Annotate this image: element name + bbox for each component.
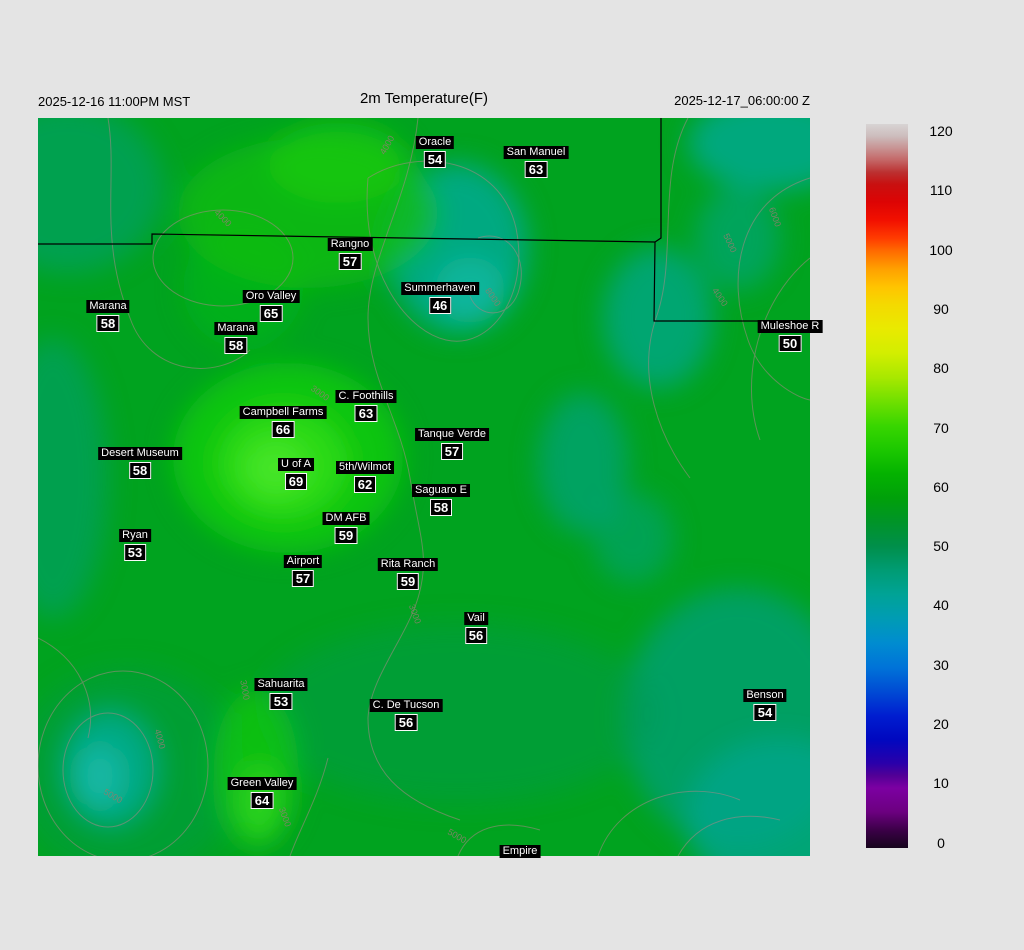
station-temperature-value: 56 <box>394 714 418 731</box>
station-label: Marana 58 <box>214 322 258 354</box>
station-name: Oracle <box>415 136 455 149</box>
colorbar-tick-label: 70 <box>933 419 949 436</box>
station-label: Sahuarita 53 <box>254 678 308 710</box>
colorbar-tick-label: 100 <box>929 241 953 258</box>
station-label: Marana 58 <box>86 300 130 332</box>
colorbar-tick-label: 40 <box>933 597 949 614</box>
colorbar-gradient <box>866 124 908 848</box>
station-name: Summerhaven <box>401 282 479 295</box>
station-temperature-value: 46 <box>428 297 452 314</box>
station-temperature-value: 59 <box>334 527 358 544</box>
colorbar-tick-label: 10 <box>933 775 949 792</box>
colorbar-tick-label: 60 <box>933 478 949 495</box>
station-temperature-value: 62 <box>353 476 377 493</box>
station-label: Vail 56 <box>464 612 488 644</box>
station-name: Muleshoe R <box>757 320 823 333</box>
station-name: C. Foothills <box>335 390 397 403</box>
station-name: Empire <box>499 845 541 858</box>
station-name: Saguaro E <box>412 484 470 497</box>
station-name: Marana <box>214 322 258 335</box>
colorbar-tick-label: 120 <box>929 123 953 139</box>
page-title: 2m Temperature(F) <box>359 90 489 107</box>
station-temperature-value: 65 <box>259 305 283 322</box>
station-name: Marana <box>86 300 130 313</box>
station-label: Campbell Farms 66 <box>239 406 327 438</box>
station-name: DM AFB <box>322 512 370 525</box>
station-temperature-value: 66 <box>271 421 295 438</box>
station-temperature-value: 58 <box>128 462 152 479</box>
station-temperature-value: 58 <box>429 499 453 516</box>
colorbar-tick-label: 80 <box>933 360 949 377</box>
station-temperature-value: 64 <box>250 792 274 809</box>
station-label: U of A 69 <box>278 458 314 490</box>
station-name: Airport <box>283 555 323 568</box>
station-temperature-value: 56 <box>464 627 488 644</box>
station-temperature-value: 63 <box>354 405 378 422</box>
station-label: Empire <box>499 845 541 858</box>
station-label: Tanque Verde 57 <box>415 428 489 460</box>
station-temperature-value: 53 <box>269 693 293 710</box>
station-temperature-value: 54 <box>423 151 447 168</box>
station-label: Desert Museum 58 <box>98 447 182 479</box>
station-label: Oracle 54 <box>415 136 455 168</box>
temperature-map: 4000 4000 8000 6000 5000 4000 3000 3000 3000 4000… <box>38 118 823 858</box>
station-label: Oro Valley 65 <box>242 290 300 322</box>
colorbar-tick-label: 110 <box>929 182 953 199</box>
station-label: Airport 57 <box>283 555 323 587</box>
station-name: Ryan <box>119 529 151 542</box>
colorbar-tick-label: 0 <box>937 834 945 851</box>
station-temperature-value: 57 <box>440 443 464 460</box>
station-label: Rangno 57 <box>327 238 373 270</box>
station-temperature-value: 58 <box>96 315 120 332</box>
station-label: Muleshoe R 50 <box>757 320 823 352</box>
station-name: U of A <box>278 458 314 471</box>
timestamp-local: 2025-12-16 11:00PM MST <box>38 94 191 109</box>
station-label: C. De Tucson 56 <box>369 699 443 731</box>
station-name: Rita Ranch <box>377 558 439 571</box>
temperature-colorbar: 120 110 100 90 80 70 60 50 40 30 20 10 0 <box>866 123 953 851</box>
station-name: Desert Museum <box>98 447 182 460</box>
colorbar-tick-label: 90 <box>933 300 949 317</box>
station-label: San Manuel 63 <box>503 146 569 178</box>
station-name: Oro Valley <box>242 290 300 303</box>
colorbar-tick-label: 30 <box>933 656 949 673</box>
station-label: Rita Ranch 59 <box>377 558 439 590</box>
station-temperature-value: 59 <box>396 573 420 590</box>
station-temperature-value: 57 <box>338 253 362 270</box>
station-label: Saguaro E 58 <box>412 484 470 516</box>
station-name: Vail <box>464 612 488 625</box>
station-name: Benson <box>743 689 787 702</box>
temperature-field-image <box>38 118 810 856</box>
station-temperature-value: 63 <box>524 161 548 178</box>
station-temperature-value: 69 <box>284 473 308 490</box>
station-name: 5th/Wilmot <box>336 461 394 474</box>
station-temperature-value: 54 <box>753 704 777 721</box>
colorbar-tick-label: 50 <box>933 538 949 555</box>
stations-layer: Oracle 54 San Manuel 63 Rangno 57 Oro Valley 65… <box>38 118 823 858</box>
station-label: Summerhaven 46 <box>401 282 479 314</box>
station-name: Tanque Verde <box>415 428 489 441</box>
station-temperature-value: 50 <box>778 335 802 352</box>
station-label: Benson 54 <box>743 689 787 721</box>
station-name: C. De Tucson <box>369 699 443 712</box>
station-name: Green Valley <box>227 777 297 790</box>
station-temperature-value: 53 <box>123 544 147 561</box>
station-label: 5th/Wilmot 62 <box>336 461 394 493</box>
station-label: Ryan 53 <box>119 529 151 561</box>
station-label: C. Foothills 63 <box>335 390 397 422</box>
station-name: Sahuarita <box>254 678 308 691</box>
station-label: Green Valley 64 <box>227 777 297 809</box>
station-label: DM AFB 59 <box>322 512 370 544</box>
station-name: Rangno <box>327 238 373 251</box>
station-name: Campbell Farms <box>239 406 327 419</box>
station-temperature-value: 57 <box>291 570 315 587</box>
station-temperature-value: 58 <box>224 337 248 354</box>
station-name: San Manuel <box>503 146 569 159</box>
colorbar-tick-label: 20 <box>933 716 949 732</box>
temperature-shading <box>38 118 810 856</box>
timestamp-utc: 2025-12-17_06:00:00 Z <box>674 93 810 108</box>
